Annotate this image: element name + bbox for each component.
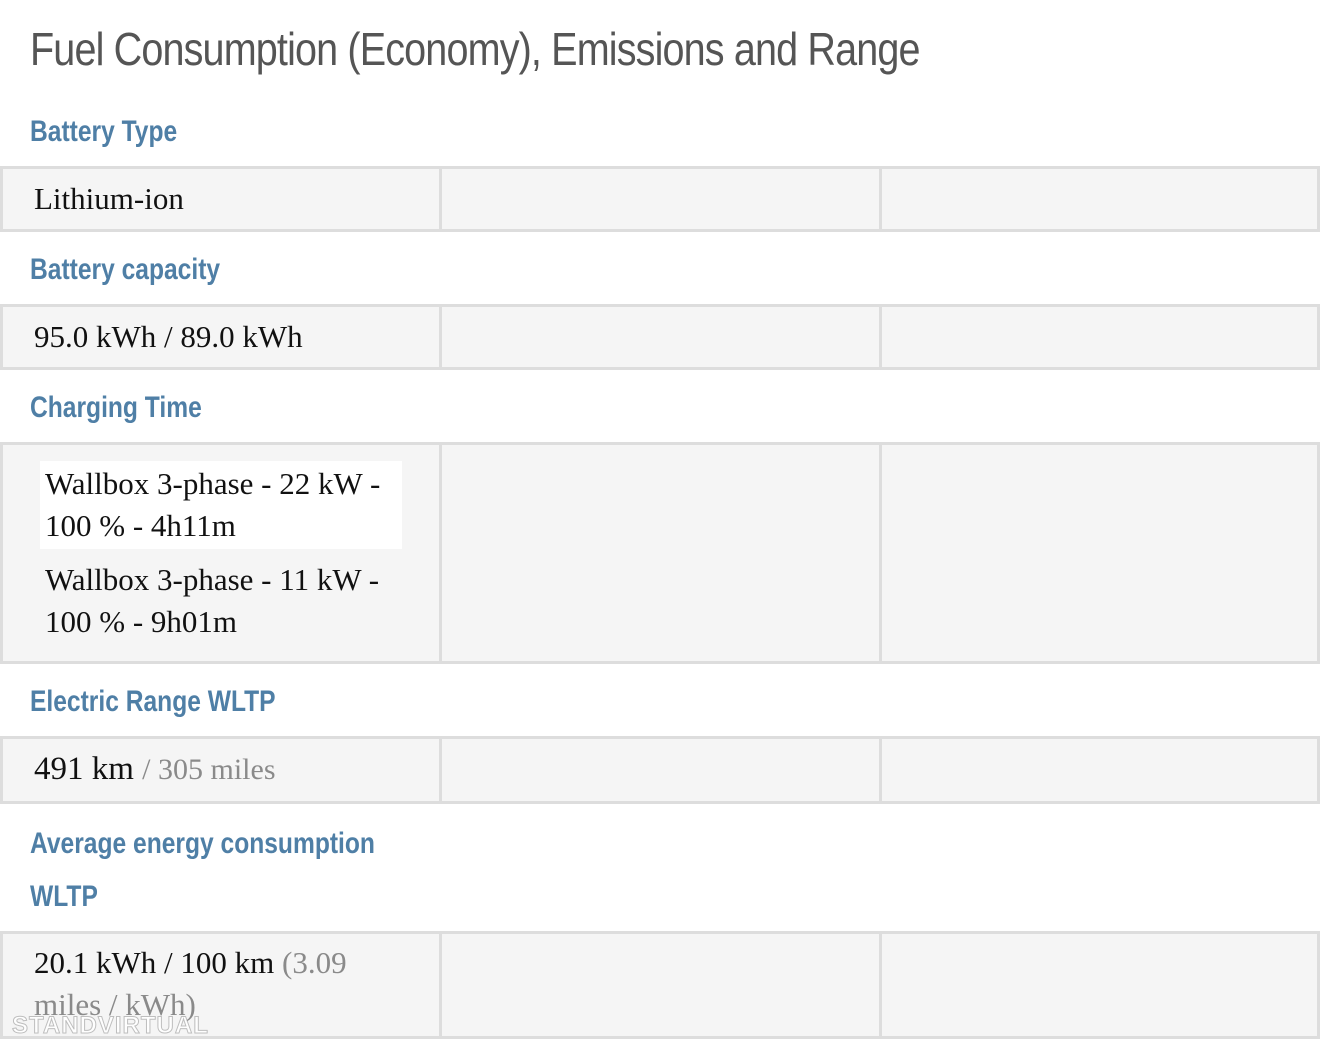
page-title: Fuel Consumption (Economy), Emissions an… [30, 23, 921, 75]
spec-cell-empty [879, 445, 1320, 661]
section-label-charging-time: Charging Time [30, 391, 202, 424]
section-label-battery-type: Battery Type [30, 115, 178, 148]
spec-cell-value: 20.1 kWh / 100 km (3.09 miles / kWh) [0, 934, 439, 1036]
electric-range-miles: / 305 miles [142, 753, 276, 786]
section-label-battery-capacity: Battery capacity [30, 253, 221, 286]
spec-row-battery-type: Lithium-ion [0, 166, 1320, 232]
spec-cell-empty [879, 934, 1320, 1036]
energy-consumption-km: 20.1 kWh / 100 km [34, 945, 275, 980]
spec-row-electric-range: 491 km / 305 miles [0, 736, 1320, 804]
spec-row-energy-consumption: 20.1 kWh / 100 km (3.09 miles / kWh) [0, 931, 1320, 1039]
spec-cell-empty [439, 307, 879, 367]
spec-cell-value: 491 km / 305 miles [0, 739, 439, 801]
watermark-logo: STANDVIRTUAL [12, 1012, 209, 1040]
electric-range-km: 491 km [34, 751, 134, 787]
spec-row-battery-capacity: 95.0 kWh / 89.0 kWh [0, 304, 1320, 370]
spec-cell-empty [439, 934, 879, 1036]
charging-option: Wallbox 3-phase - 11 kW - 100 % - 9h01m [45, 562, 380, 639]
spec-cell-empty [439, 445, 879, 661]
spec-cell-value: Wallbox 3-phase - 22 kW - 100 % - 4h11m … [0, 445, 439, 661]
energy-consumption-value: 20.1 kWh / 100 km (3.09 miles / kWh) [34, 942, 394, 1026]
spec-cell-value: 95.0 kWh / 89.0 kWh [0, 307, 439, 367]
charging-option: Wallbox 3-phase - 22 kW - 100 % - 4h11m [40, 461, 402, 549]
section-label-electric-range: Electric Range WLTP [30, 685, 276, 718]
spec-row-charging-time: Wallbox 3-phase - 22 kW - 100 % - 4h11m … [0, 442, 1320, 664]
energy-consumption-miles: (3.09 miles / kWh) [34, 945, 347, 1022]
electric-range-value: 491 km / 305 miles [34, 751, 276, 788]
spec-cell-empty [879, 307, 1320, 367]
battery-type-value: Lithium-ion [34, 181, 184, 216]
spec-cell-empty [439, 739, 879, 801]
spec-cell-empty [439, 169, 879, 229]
spec-cell-empty [879, 169, 1320, 229]
battery-capacity-value: 95.0 kWh / 89.0 kWh [34, 319, 303, 354]
section-label-energy-consumption: Average energy consumption WLTP [30, 827, 375, 913]
spec-cell-value: Lithium-ion [0, 169, 439, 229]
spec-cell-empty [879, 739, 1320, 801]
